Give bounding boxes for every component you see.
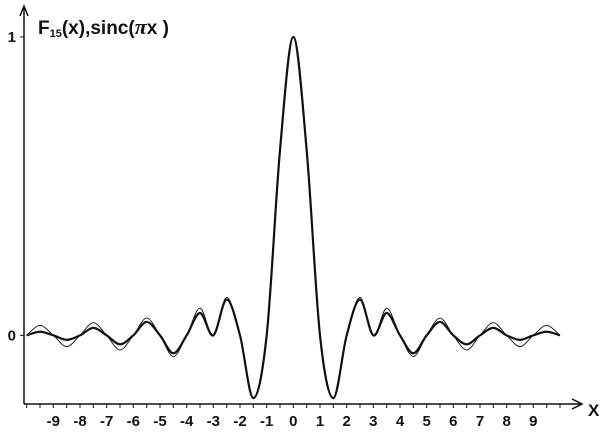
x-tick-label: 6 <box>449 413 457 430</box>
ticks: -9 -8 -7 -6 -5 -4 -3 -2 -1 0 1 2 3 4 5 6 7 8 9 0 1 <box>8 29 561 430</box>
x-tick-label: -3 <box>207 413 220 430</box>
x-tick-label: -8 <box>73 413 86 430</box>
x-tick-label: -6 <box>127 413 140 430</box>
x-tick-label: 1 <box>316 413 324 430</box>
axes <box>19 3 584 410</box>
x-tick-label: 8 <box>502 413 510 430</box>
y-tick-label: 1 <box>8 29 16 46</box>
y-tick-label: 0 <box>8 327 16 344</box>
x-tick-label: 3 <box>369 413 377 430</box>
y-title-end: x ) <box>147 18 169 39</box>
x-tick-label: 4 <box>396 413 405 430</box>
series-line-F15 <box>26 35 561 400</box>
x-tick-label: 5 <box>422 413 430 430</box>
x-axis-title: X <box>588 401 600 420</box>
y-title-func: F <box>38 18 50 39</box>
x-tick-label: 2 <box>342 413 350 430</box>
x-tick-label: -2 <box>233 413 246 430</box>
x-tick-label: 9 <box>529 413 537 430</box>
x-axis-arrow <box>571 398 584 410</box>
y-axis-arrow <box>19 3 29 17</box>
x-tick-label: -1 <box>260 413 273 430</box>
x-tick-label: -5 <box>153 413 166 430</box>
y-title-sub: 15 <box>50 28 62 40</box>
series-line-sinc <box>26 36 561 400</box>
x-tick-label: 0 <box>289 413 297 430</box>
x-tick-label: 7 <box>476 413 484 430</box>
y-title-pi: π <box>135 14 148 39</box>
series-layer <box>26 35 561 400</box>
x-tick-label: -4 <box>180 413 194 430</box>
x-tick-label: -7 <box>100 413 113 430</box>
y-title-arg: (x),sinc( <box>62 18 136 39</box>
x-tick-label: -9 <box>47 413 60 430</box>
y-axis-title: F15(x),sinc(πx ) <box>38 14 169 40</box>
